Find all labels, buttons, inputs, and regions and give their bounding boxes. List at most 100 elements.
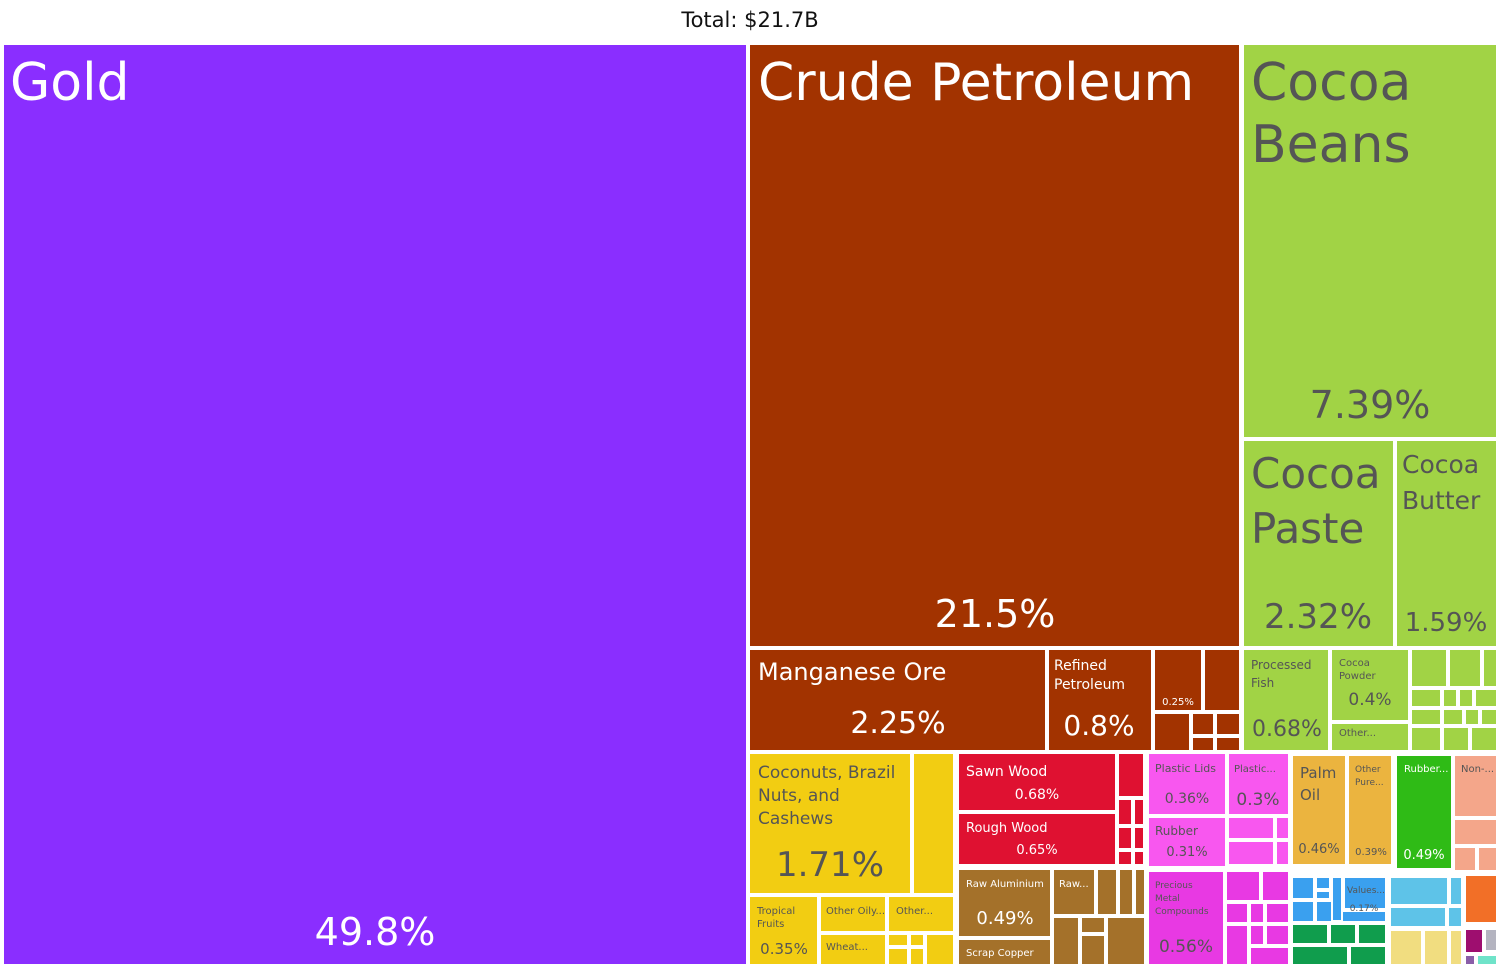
treemap-cell-15[interactable] [1464, 708, 1480, 726]
treemap-cell-4[interactable] [1215, 712, 1241, 736]
treemap-cell-43[interactable] [1106, 916, 1146, 966]
treemap-cell-23[interactable] [887, 947, 909, 966]
treemap-cell-67[interactable] [1389, 906, 1447, 928]
treemap-cell-18[interactable] [1442, 726, 1470, 752]
treemap-cell-53[interactable] [1291, 876, 1315, 900]
non-tile[interactable] [1453, 754, 1498, 818]
palm-oil-tile[interactable] [1291, 754, 1347, 866]
treemap-cell-44[interactable] [1225, 870, 1261, 902]
raw-aluminium-tile[interactable] [957, 868, 1052, 938]
treemap-cell-75[interactable] [1464, 874, 1498, 924]
treemap-cell-62[interactable] [1357, 923, 1387, 945]
treemap-cell-54[interactable] [1315, 876, 1331, 890]
treemap-cell-72[interactable] [1453, 818, 1498, 846]
treemap-cell-17[interactable] [1410, 726, 1442, 752]
treemap-cell-66[interactable] [1449, 876, 1463, 906]
rough-wood-tile[interactable] [957, 812, 1117, 866]
treemap-cell-26[interactable] [1117, 752, 1145, 798]
treemap-cell-32[interactable] [1133, 850, 1145, 866]
treemap-cell-74[interactable] [1477, 846, 1498, 872]
treemap-cell-48[interactable] [1265, 902, 1290, 924]
treemap-cell-22[interactable] [909, 933, 925, 947]
treemap-cell-77[interactable] [1484, 928, 1498, 952]
treemap-cell-31[interactable] [1117, 850, 1133, 866]
treemap-cell-2[interactable] [1191, 712, 1215, 736]
treemap-cell-38[interactable] [1118, 868, 1134, 916]
treemap-cell-71[interactable] [1449, 929, 1463, 966]
cocoa-beans-tile[interactable] [1242, 43, 1498, 439]
treemap-cell-76[interactable] [1464, 928, 1484, 954]
treemap-cell-27[interactable] [1117, 798, 1133, 826]
tile-tile[interactable] [1153, 648, 1203, 712]
rubber-tile[interactable] [1147, 816, 1227, 868]
treemap-cell-7[interactable] [1448, 648, 1482, 688]
treemap-cell-35[interactable] [1227, 840, 1275, 866]
treemap-cell-11[interactable] [1458, 688, 1474, 708]
treemap-cell-70[interactable] [1423, 929, 1449, 966]
scrap-copper-tile[interactable] [957, 938, 1052, 966]
treemap-cell-5[interactable] [1215, 736, 1241, 752]
treemap-cell-63[interactable] [1291, 945, 1349, 966]
plastic-tile[interactable] [1227, 752, 1290, 816]
treemap-cell-3[interactable] [1191, 736, 1215, 752]
treemap-cell-21[interactable] [887, 933, 909, 947]
treemap-cell-65[interactable] [1389, 876, 1449, 906]
treemap-cell-79[interactable] [1476, 954, 1498, 966]
treemap-cell-78[interactable] [1464, 954, 1476, 966]
treemap-cell-25[interactable] [925, 933, 955, 966]
treemap-cell-51[interactable] [1265, 924, 1290, 946]
treemap-cell-60[interactable] [1291, 923, 1329, 945]
manganese-ore-tile[interactable] [748, 648, 1047, 752]
treemap-cell-50[interactable] [1249, 924, 1265, 946]
refined-petroleum-tile[interactable] [1047, 648, 1153, 752]
treemap-cell-69[interactable] [1389, 929, 1423, 966]
treemap-cell-46[interactable] [1225, 902, 1249, 924]
treemap-cell-59[interactable] [1341, 910, 1387, 923]
treemap-cell-61[interactable] [1329, 923, 1357, 945]
treemap-cell-40[interactable] [1052, 916, 1080, 966]
rubber-tile[interactable] [1395, 754, 1453, 870]
treemap-cell-55[interactable] [1315, 890, 1331, 900]
treemap-cell-14[interactable] [1442, 708, 1464, 726]
treemap-cell-24[interactable] [909, 947, 925, 966]
treemap-cell-49[interactable] [1225, 924, 1249, 966]
treemap-cell-34[interactable] [1275, 816, 1290, 840]
treemap-cell-19[interactable] [1470, 726, 1498, 752]
treemap-cell-12[interactable] [1474, 688, 1498, 708]
treemap-cell-64[interactable] [1349, 945, 1387, 966]
treemap-cell-39[interactable] [1134, 868, 1146, 916]
cocoa-powder-tile[interactable] [1330, 648, 1410, 722]
treemap-cell-13[interactable] [1410, 708, 1442, 726]
treemap-cell-9[interactable] [1410, 688, 1442, 708]
sawn-wood-tile[interactable] [957, 752, 1117, 812]
treemap-cell-47[interactable] [1249, 902, 1265, 924]
processed-fish-tile[interactable] [1242, 648, 1330, 752]
treemap-cell-10[interactable] [1442, 688, 1458, 708]
treemap-cell-29[interactable] [1117, 826, 1133, 850]
treemap-cell-37[interactable] [1096, 868, 1118, 916]
treemap-cell-16[interactable] [1480, 708, 1498, 726]
crude-petroleum-tile[interactable] [748, 43, 1241, 648]
coconuts-brazil-nuts-and-cashews-tile[interactable] [748, 752, 912, 895]
other-oily-tile[interactable] [819, 895, 887, 933]
treemap-cell-73[interactable] [1453, 846, 1477, 872]
treemap-cell-33[interactable] [1227, 816, 1275, 840]
cocoa-butter-tile[interactable] [1395, 439, 1498, 648]
treemap-cell-68[interactable] [1447, 906, 1463, 928]
cocoa-paste-tile[interactable] [1242, 439, 1395, 648]
raw-tile[interactable] [1052, 868, 1096, 916]
treemap-cell-8[interactable] [1482, 648, 1498, 688]
plastic-lids-tile[interactable] [1147, 752, 1227, 816]
tropical-fruits-tile[interactable] [748, 895, 819, 966]
values-tile[interactable] [1343, 876, 1387, 910]
treemap-cell-30[interactable] [1133, 826, 1145, 850]
treemap-cell-58[interactable] [1331, 876, 1343, 922]
gold-tile[interactable] [2, 43, 748, 966]
treemap-cell-52[interactable] [1249, 946, 1290, 966]
treemap-cell-45[interactable] [1261, 870, 1290, 902]
other-tile[interactable] [1330, 722, 1410, 752]
treemap-cell-36[interactable] [1275, 840, 1290, 866]
treemap-cell-41[interactable] [1080, 916, 1106, 934]
treemap-cell-6[interactable] [1410, 648, 1448, 688]
wheat-tile[interactable] [819, 933, 887, 966]
